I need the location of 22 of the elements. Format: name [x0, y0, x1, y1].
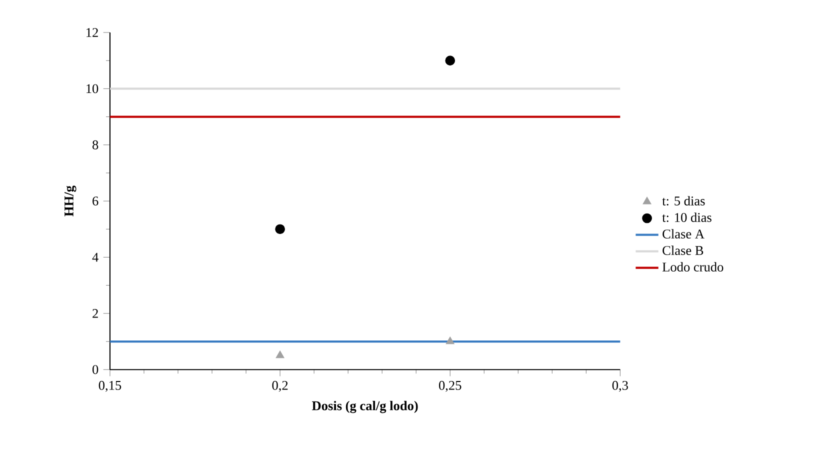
- y-tick-label: 4: [92, 252, 98, 262]
- point: [275, 224, 285, 234]
- point: [446, 336, 454, 344]
- y-tick-label: 6: [92, 196, 98, 206]
- x-tick-label: 0,15: [98, 381, 122, 392]
- y-axis-title: HH/g: [64, 186, 76, 216]
- point: [276, 350, 284, 358]
- x-tick-label: 0,25: [438, 381, 462, 392]
- y-tick-label: 12: [86, 28, 98, 38]
- legend-label: t: 10 dias: [662, 212, 712, 222]
- y-tick-label: 10: [86, 84, 98, 94]
- y-tick-label: 8: [92, 140, 98, 150]
- legend-label: Clase B: [662, 246, 704, 256]
- legend-label: Lodo crudo: [662, 262, 724, 272]
- x-tick-label: 0,2: [272, 381, 288, 392]
- y-tick-label: 2: [92, 309, 98, 318]
- legend-label: t: 5 dias: [662, 196, 705, 206]
- legend-label: Clase A: [662, 229, 704, 239]
- point: [445, 56, 456, 66]
- y-tick-label: 0: [92, 365, 98, 374]
- x-axis-title: Dosis (g cal/g lodo): [312, 401, 418, 414]
- x-tick-label: 0,3: [612, 381, 628, 392]
